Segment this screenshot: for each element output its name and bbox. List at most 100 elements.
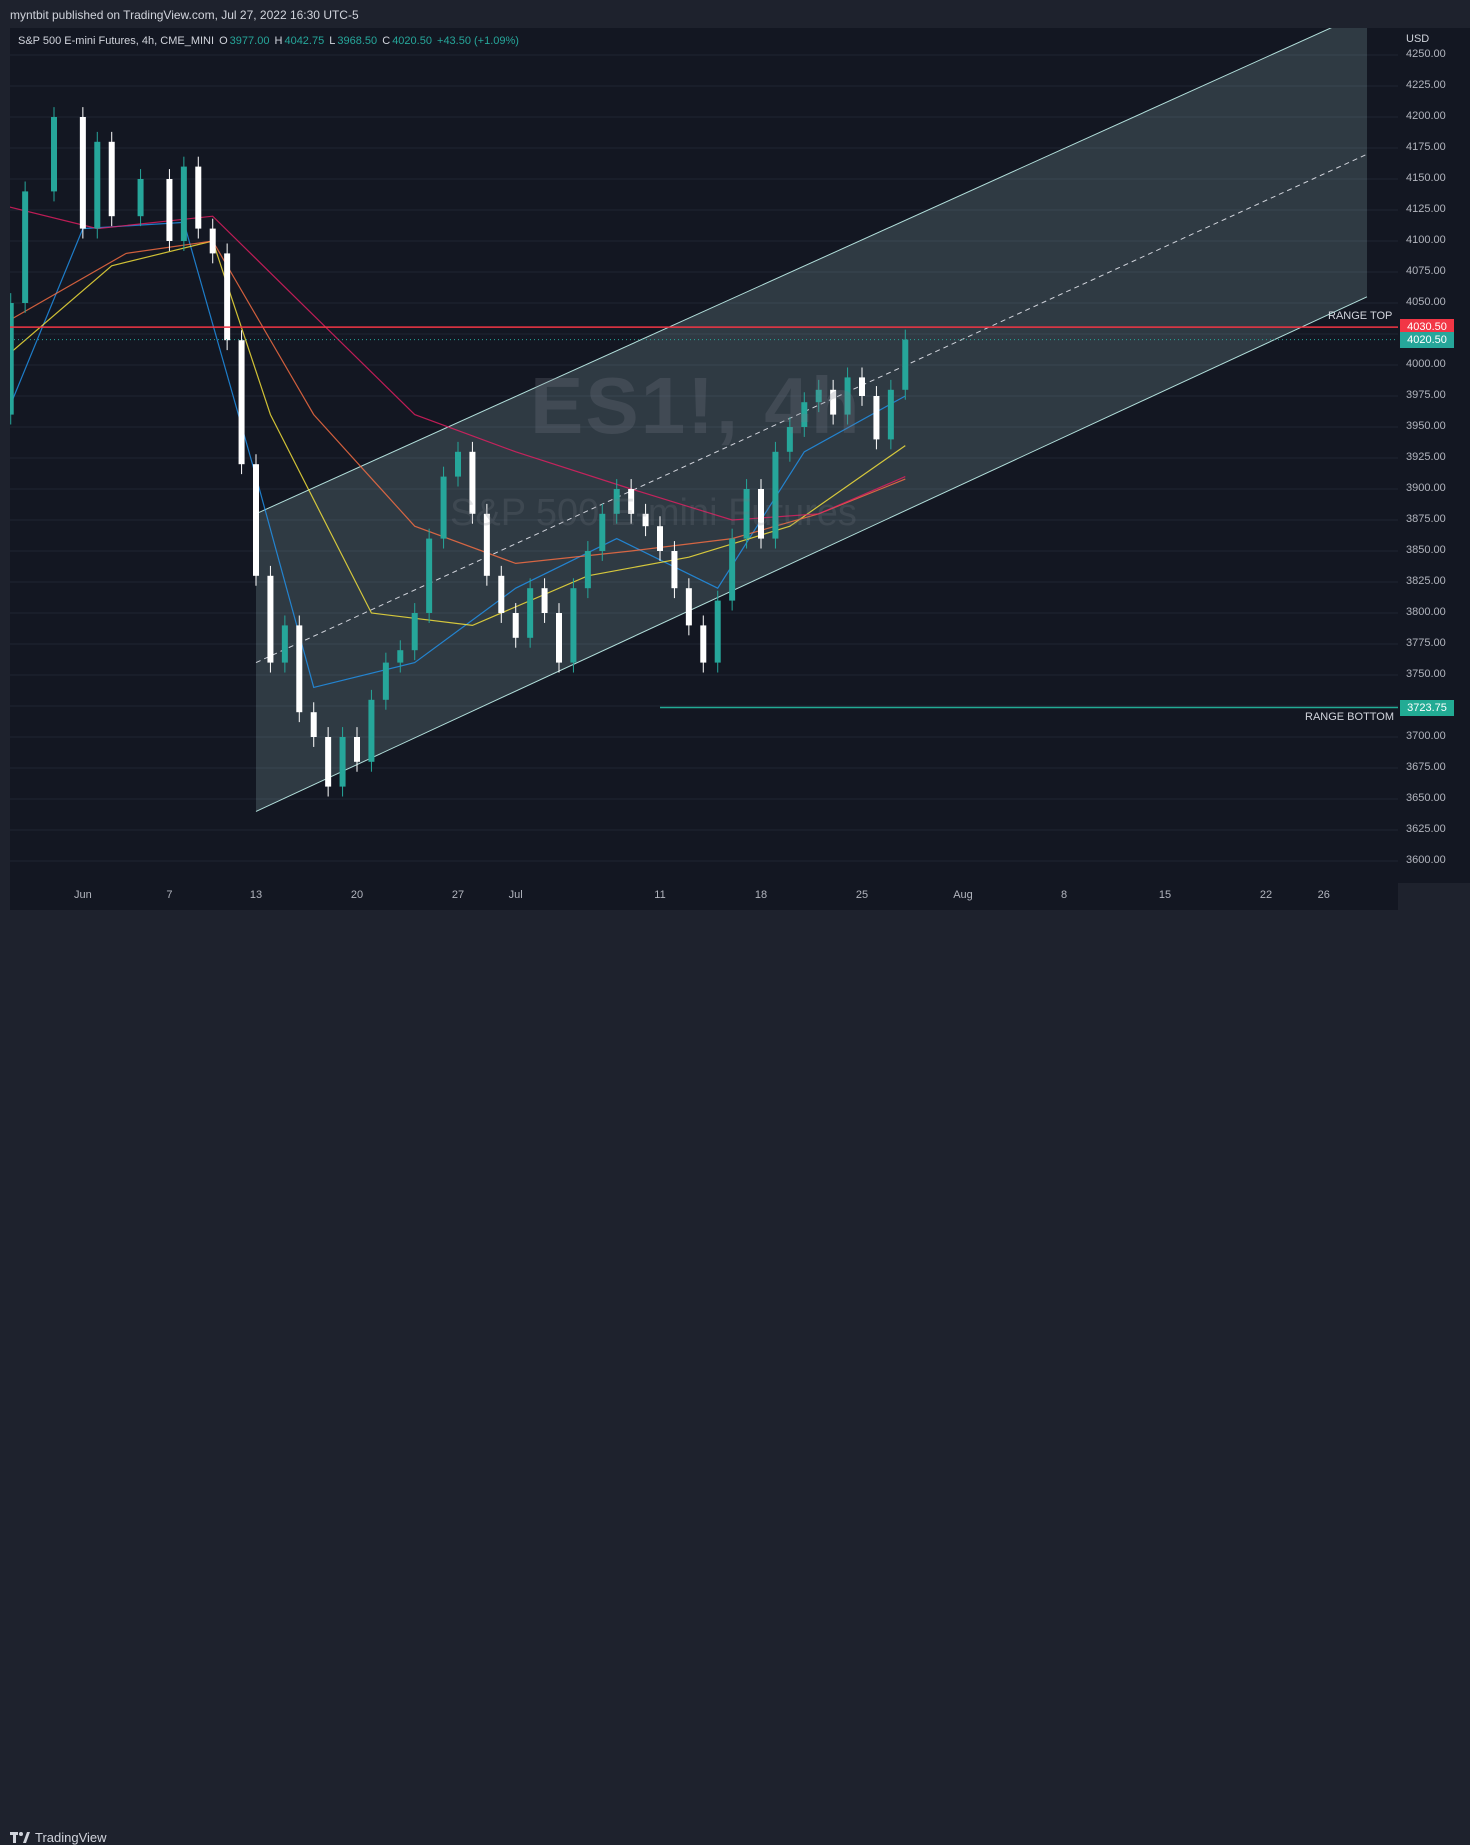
time-tick-label: 20 <box>350 889 364 901</box>
legend-h-label: H <box>274 35 283 47</box>
time-axis[interactable] <box>10 883 1398 910</box>
time-tick-label: 22 <box>1259 889 1273 901</box>
legend-symbol: S&P 500 E-mini Futures, 4h, CME_MINI <box>18 35 215 47</box>
candle-body <box>902 339 909 390</box>
candle-body <box>325 737 332 787</box>
price-tick-label: 4250.00 <box>1406 48 1446 60</box>
price-tick-label: 3825.00 <box>1406 575 1446 587</box>
range-bottom-price-tag: 3723.75 <box>1400 699 1454 716</box>
legend-change: +43.50 (+1.09%) <box>437 35 519 47</box>
time-tick-label: 26 <box>1317 889 1330 901</box>
price-axis[interactable]: USD <box>1398 28 1470 883</box>
candle-body <box>209 228 216 254</box>
price-tick-label: 4150.00 <box>1406 172 1446 184</box>
price-tick-label: 4175.00 <box>1406 141 1446 153</box>
candle-body <box>253 464 259 576</box>
price-tick-label: 4225.00 <box>1406 79 1446 91</box>
time-tick-label: 8 <box>1060 889 1068 901</box>
range-bottom-label: RANGE BOTTOM <box>1305 710 1395 723</box>
legend-open: 3977.00 <box>229 35 270 47</box>
price-tick-label: 4100.00 <box>1406 234 1446 246</box>
tradingview-icon <box>10 1831 30 1843</box>
chart-pane[interactable] <box>10 28 1398 883</box>
candle-body <box>729 538 736 601</box>
time-tick-label: 7 <box>166 889 173 901</box>
candle-body <box>296 625 303 713</box>
range-top-price-tag: 4030.50 <box>1400 319 1454 336</box>
candle-body <box>368 699 375 762</box>
candle-body <box>599 513 606 551</box>
top-bar: myntbit published on TradingView.com, Ju… <box>0 0 1470 28</box>
candle-body <box>22 191 29 303</box>
name-watermark: S&P 500 E-mini Futures <box>450 492 857 534</box>
price-tick-label: 3775.00 <box>1406 637 1446 649</box>
candle-body <box>267 575 274 663</box>
footer: TradingView <box>0 910 1470 1845</box>
price-tick-label: 3625.00 <box>1406 823 1446 835</box>
candle-body <box>584 551 591 589</box>
legend-l-label: L <box>329 35 336 47</box>
channel-upper-line <box>255 28 1332 515</box>
time-tick-label: Jul <box>508 889 523 901</box>
candle-body <box>51 117 57 192</box>
candle-body <box>758 489 764 539</box>
candle-body <box>238 340 245 465</box>
candle-body <box>281 625 288 663</box>
legend-close: 4020.50 <box>392 35 432 47</box>
time-tick-label: 15 <box>1158 889 1172 901</box>
currency-label: USD <box>1406 33 1430 45</box>
candle-body <box>354 737 360 762</box>
candle-body <box>642 513 649 527</box>
time-tick-label: 25 <box>855 889 869 901</box>
candle-body <box>79 117 86 229</box>
candle-body <box>700 625 707 663</box>
candle-body <box>556 613 562 663</box>
channel-median-line <box>255 153 1368 664</box>
candle-body <box>685 588 692 626</box>
moving-average-line <box>10 240 906 627</box>
publisher-text: myntbit published on TradingView.com, Ju… <box>10 8 359 22</box>
brand-name: TradingView <box>35 1830 107 1845</box>
candle-body <box>224 253 231 341</box>
candle-body <box>498 575 505 613</box>
price-tick-label: 3750.00 <box>1406 668 1446 680</box>
candle-body <box>801 402 808 427</box>
candle-body <box>541 588 548 613</box>
price-tick-label: 3975.00 <box>1406 389 1446 401</box>
price-tick-label: 4000.00 <box>1406 358 1446 370</box>
candle-body <box>339 737 346 787</box>
legend-c-label: C <box>382 35 391 47</box>
time-tick-label: 27 <box>451 889 465 901</box>
price-tick-label: 3700.00 <box>1406 730 1446 742</box>
price-tick-label: 3600.00 <box>1406 854 1446 866</box>
candle-body <box>786 427 793 452</box>
price-tick-label: 3900.00 <box>1406 482 1446 494</box>
candle-body <box>94 141 101 229</box>
candle-body <box>527 588 534 638</box>
candle-body <box>628 489 635 514</box>
time-tick-label: 18 <box>754 889 768 901</box>
candle-body <box>714 600 721 663</box>
candle-body <box>440 476 447 539</box>
candle-body <box>613 489 620 514</box>
price-tick-label: 3800.00 <box>1406 606 1446 618</box>
tradingview-logo[interactable]: TradingView <box>10 1830 107 1845</box>
candle-body <box>166 179 173 241</box>
candle-body <box>743 489 750 539</box>
price-chart[interactable] <box>10 28 1398 883</box>
candle-body <box>887 389 894 440</box>
candle-body <box>570 588 577 663</box>
candle-body <box>844 377 851 415</box>
candle-body <box>10 303 14 415</box>
candle-body <box>830 389 837 415</box>
candle-body <box>469 451 476 514</box>
symbol-watermark: ES1!, 4h <box>530 361 862 450</box>
last-price-tag: 4020.50 <box>1400 331 1454 348</box>
price-tick-label: 3675.00 <box>1406 761 1446 773</box>
candle-body <box>772 451 779 539</box>
candle-body <box>873 396 880 440</box>
legend-low: 3968.50 <box>337 35 378 47</box>
candle-body <box>310 712 317 737</box>
candle-body <box>195 166 202 229</box>
candle-body <box>815 389 822 403</box>
